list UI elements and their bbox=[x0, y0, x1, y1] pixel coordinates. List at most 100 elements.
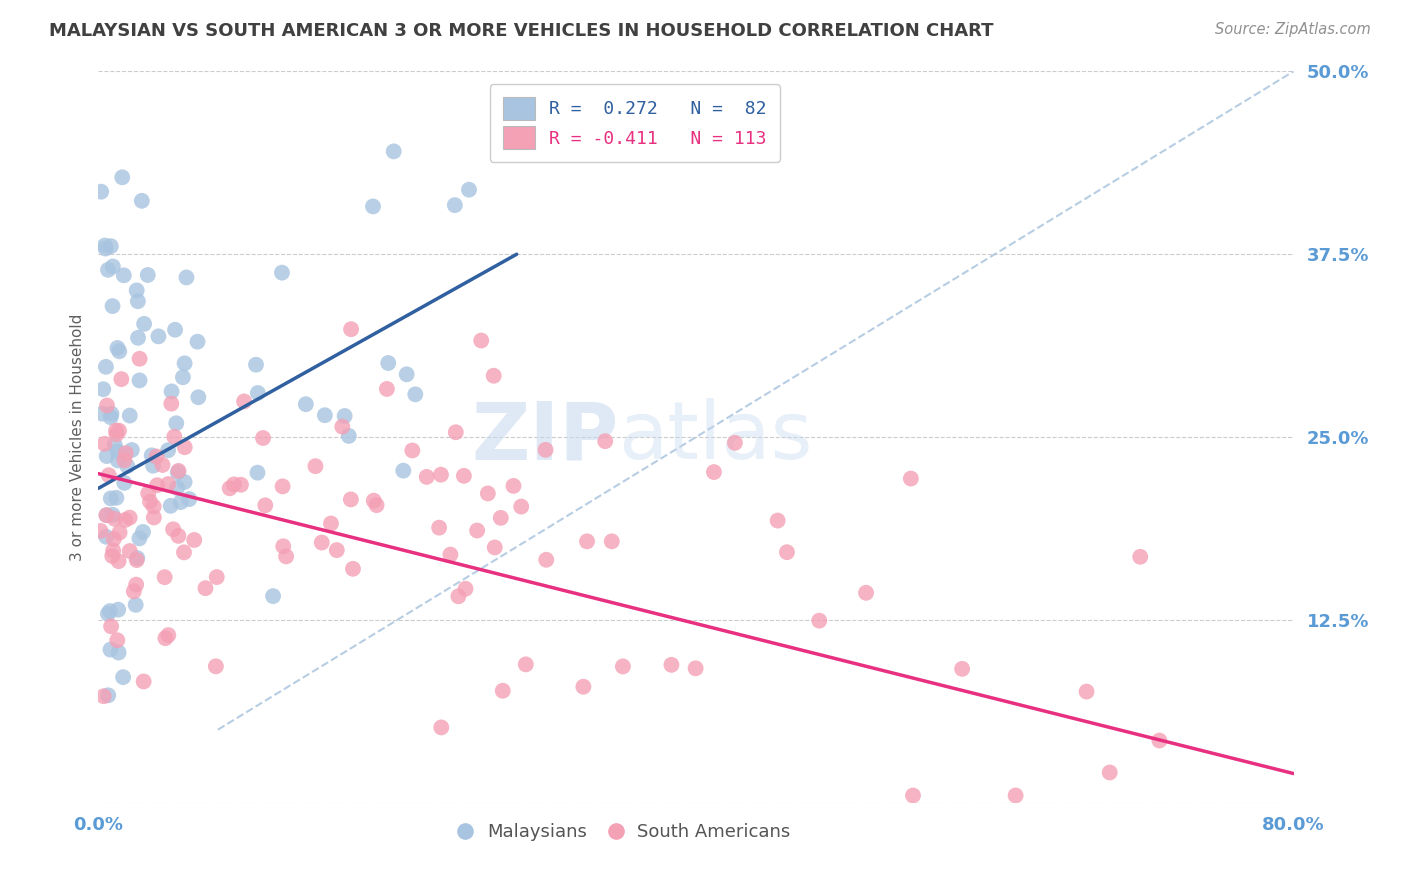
Point bbox=[245, 358, 267, 372]
Point bbox=[97, 607, 120, 621]
Point bbox=[444, 198, 467, 212]
Point bbox=[100, 491, 122, 506]
Point bbox=[489, 511, 512, 525]
Point bbox=[103, 532, 125, 546]
Point bbox=[724, 435, 747, 450]
Point bbox=[484, 541, 506, 555]
Point bbox=[612, 659, 634, 673]
Point bbox=[96, 449, 118, 463]
Point bbox=[105, 424, 128, 438]
Point bbox=[157, 443, 180, 458]
Point bbox=[333, 409, 356, 423]
Point bbox=[125, 577, 148, 591]
Point bbox=[166, 481, 188, 495]
Point bbox=[163, 430, 186, 444]
Point bbox=[108, 525, 131, 540]
Point bbox=[121, 442, 143, 457]
Point bbox=[395, 368, 418, 382]
Point bbox=[439, 548, 461, 562]
Point bbox=[108, 344, 131, 359]
Point bbox=[136, 486, 159, 500]
Point bbox=[101, 549, 124, 563]
Legend: Malaysians, South Americans: Malaysians, South Americans bbox=[451, 816, 797, 848]
Point bbox=[142, 458, 165, 473]
Point bbox=[96, 530, 118, 544]
Point bbox=[176, 270, 198, 285]
Point bbox=[108, 424, 131, 438]
Point bbox=[415, 470, 437, 484]
Point bbox=[340, 492, 363, 507]
Point bbox=[93, 689, 115, 703]
Point bbox=[271, 479, 294, 493]
Point bbox=[593, 434, 616, 449]
Point bbox=[950, 662, 973, 676]
Point bbox=[183, 533, 205, 547]
Point bbox=[166, 466, 188, 480]
Point bbox=[427, 521, 450, 535]
Text: MALAYSIAN VS SOUTH AMERICAN 3 OR MORE VEHICLES IN HOUSEHOLD CORRELATION CHART: MALAYSIAN VS SOUTH AMERICAN 3 OR MORE VE… bbox=[49, 22, 994, 40]
Point bbox=[127, 551, 149, 566]
Point bbox=[107, 603, 129, 617]
Point bbox=[94, 238, 117, 252]
Y-axis label: 3 or more Vehicles in Household: 3 or more Vehicles in Household bbox=[69, 313, 84, 561]
Point bbox=[112, 475, 135, 490]
Point bbox=[101, 299, 124, 313]
Point bbox=[100, 619, 122, 633]
Point bbox=[404, 387, 426, 401]
Point bbox=[124, 598, 146, 612]
Point bbox=[100, 642, 122, 657]
Point bbox=[107, 554, 129, 568]
Point bbox=[304, 459, 326, 474]
Point bbox=[172, 370, 194, 384]
Point bbox=[105, 491, 128, 505]
Point bbox=[128, 351, 150, 366]
Point bbox=[233, 394, 256, 409]
Point bbox=[112, 670, 135, 684]
Point bbox=[252, 431, 274, 445]
Point bbox=[96, 508, 118, 522]
Point bbox=[165, 323, 187, 337]
Point bbox=[776, 545, 799, 559]
Point bbox=[139, 494, 162, 508]
Point bbox=[502, 479, 524, 493]
Point bbox=[492, 683, 515, 698]
Point bbox=[128, 532, 150, 546]
Point bbox=[118, 510, 141, 524]
Point bbox=[685, 661, 707, 675]
Point bbox=[808, 614, 831, 628]
Point bbox=[153, 570, 176, 584]
Point bbox=[366, 498, 388, 512]
Point bbox=[218, 481, 240, 495]
Point bbox=[430, 720, 453, 734]
Point bbox=[141, 448, 163, 462]
Point bbox=[160, 384, 183, 399]
Point bbox=[101, 508, 124, 522]
Point bbox=[600, 534, 623, 549]
Point bbox=[703, 465, 725, 479]
Point bbox=[155, 631, 177, 645]
Point bbox=[482, 368, 505, 383]
Point bbox=[1129, 549, 1152, 564]
Point bbox=[186, 334, 208, 349]
Point bbox=[295, 397, 318, 411]
Point bbox=[274, 549, 297, 564]
Point bbox=[105, 427, 128, 442]
Point bbox=[94, 242, 117, 256]
Point bbox=[145, 450, 167, 464]
Point bbox=[114, 446, 136, 460]
Point bbox=[160, 397, 183, 411]
Point bbox=[179, 492, 201, 507]
Point bbox=[222, 477, 245, 491]
Point bbox=[205, 570, 228, 584]
Point bbox=[107, 341, 129, 355]
Point bbox=[173, 545, 195, 559]
Point bbox=[96, 399, 118, 413]
Point bbox=[205, 659, 228, 673]
Point bbox=[392, 464, 415, 478]
Point bbox=[110, 372, 132, 386]
Point bbox=[271, 266, 294, 280]
Point bbox=[127, 294, 149, 309]
Text: Source: ZipAtlas.com: Source: ZipAtlas.com bbox=[1215, 22, 1371, 37]
Point bbox=[91, 407, 114, 421]
Point bbox=[125, 553, 148, 567]
